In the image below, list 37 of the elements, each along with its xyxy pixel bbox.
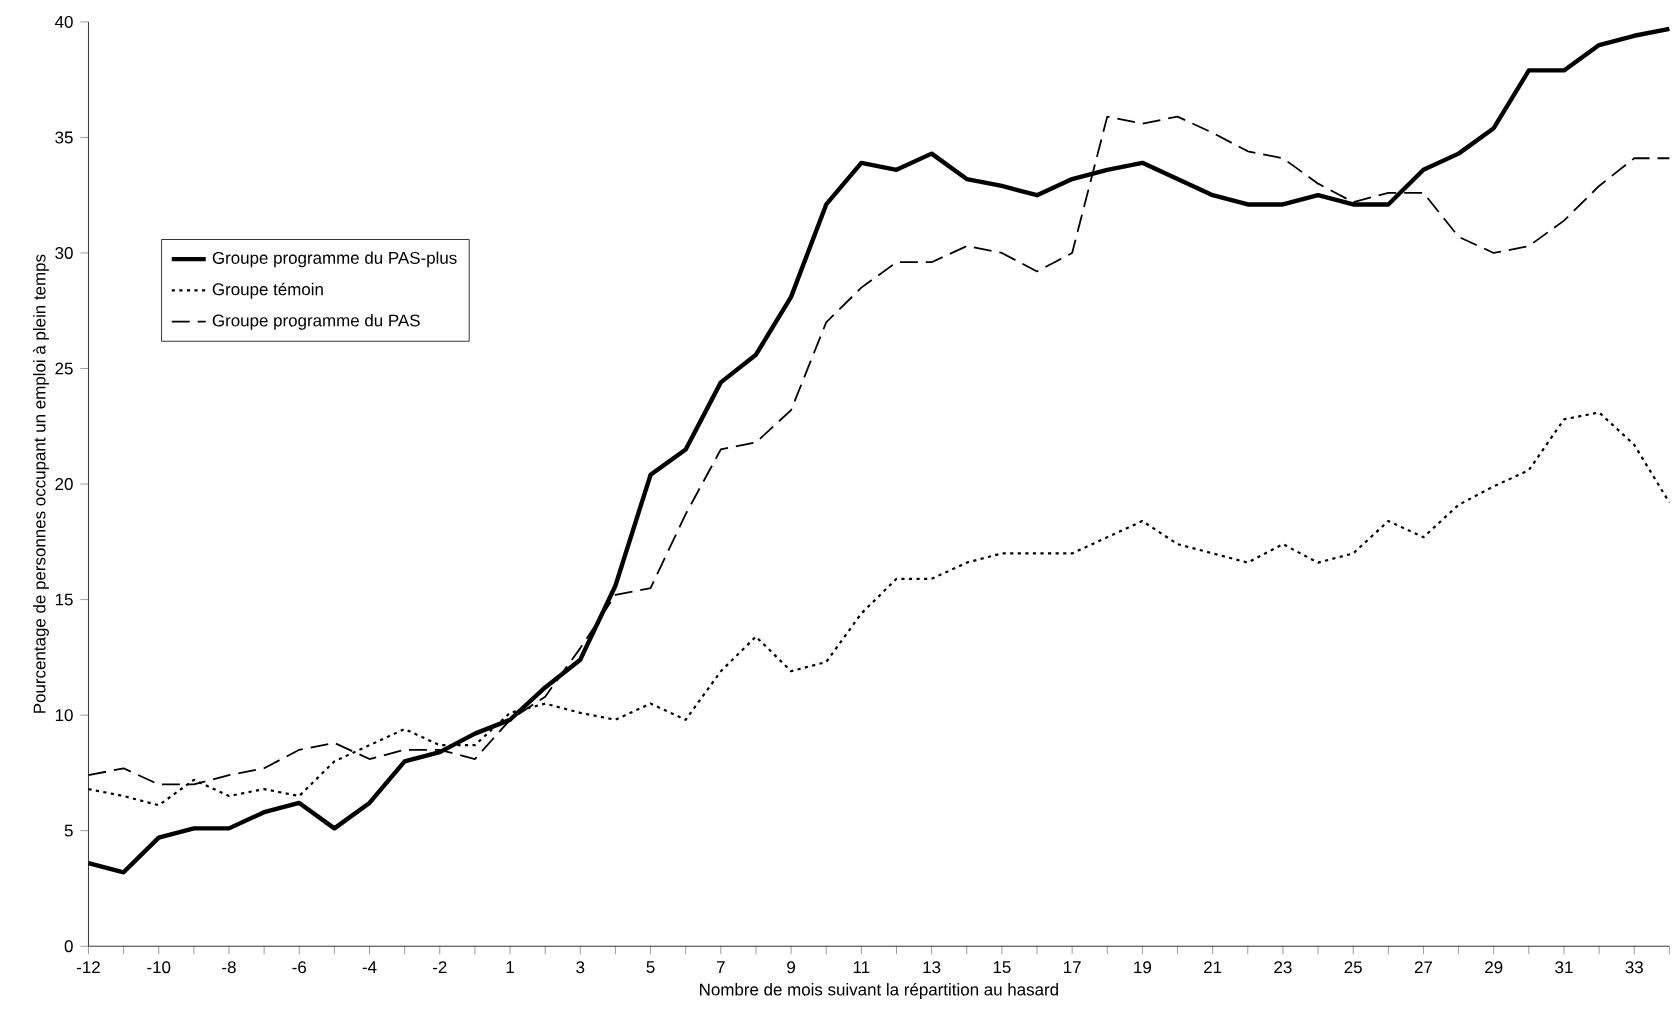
x-tick-label: -12 <box>76 961 100 974</box>
x-tick-label: 23 <box>1274 961 1292 974</box>
x-axis-title: Nombre de mois suivant la répartition au hasard <box>700 982 1058 999</box>
x-tick-label: 33 <box>1625 961 1643 974</box>
y-tick-label: 0 <box>64 940 73 953</box>
y-tick-label: 25 <box>55 362 73 375</box>
y-axis-title: Pourcentage de personnes occupant un emploi à plein temps <box>32 254 49 713</box>
x-tick-label: 21 <box>1204 961 1222 974</box>
x-tick-label: 13 <box>923 961 941 974</box>
x-tick-label: 11 <box>853 961 870 973</box>
x-tick-label: 7 <box>716 961 725 973</box>
x-tick-label: 15 <box>993 961 1011 974</box>
x-tick-label: 25 <box>1344 961 1362 974</box>
y-tick-label: 15 <box>55 593 73 606</box>
x-tick-label: 17 <box>1064 961 1081 973</box>
x-tick-label: -8 <box>222 961 236 974</box>
y-tick-label: 30 <box>55 247 73 259</box>
y-tick-label: 40 <box>54 15 73 28</box>
x-tick-label: -6 <box>292 961 307 974</box>
legend-label: Groupe programme du PAS-plus <box>212 251 457 268</box>
x-tick-label: -10 <box>147 961 171 974</box>
y-tick-label: 10 <box>55 709 73 722</box>
x-tick-label: -2 <box>432 961 447 974</box>
x-tick-label: 27 <box>1414 961 1433 974</box>
x-tick-label: 3 <box>576 961 585 974</box>
x-tick-label: 29 <box>1485 961 1503 974</box>
legend-label: Groupe programme du PAS <box>212 314 420 330</box>
legend-label: Groupe témoin <box>212 282 323 299</box>
x-tick-label: 19 <box>1134 961 1152 974</box>
y-tick-label: 35 <box>55 131 73 144</box>
y-tick-label: 5 <box>64 824 73 837</box>
x-tick-label: 1 <box>506 961 514 973</box>
x-tick-label: -4 <box>362 961 377 973</box>
x-tick-label: 9 <box>787 961 795 974</box>
x-tick-label: 31 <box>1555 961 1573 974</box>
x-tick-label: 5 <box>646 961 655 974</box>
y-tick-label: 20 <box>55 478 73 491</box>
